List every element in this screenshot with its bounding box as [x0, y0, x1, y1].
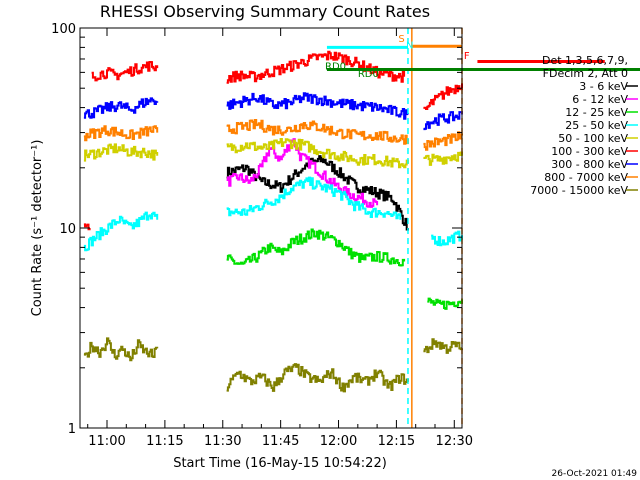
series-line-50-100-kev-2 — [423, 151, 463, 166]
legend-entry-label: 12 - 25 keV — [565, 106, 628, 119]
legend-entry-label: 50 - 100 keV — [558, 132, 628, 145]
legend-entry-label: 25 - 50 keV — [565, 119, 628, 132]
series-line-12-25-kev-1 — [427, 297, 463, 310]
series-line-6-12-kev-0 — [226, 138, 379, 208]
series-line-300-800-kev-2 — [423, 111, 463, 131]
series-line-100-300-kev-2 — [226, 50, 406, 84]
legend: Det 1,3,5,6,7,9,FDecim 2, Att 03 - 6 keV… — [530, 54, 638, 197]
series-line-100-300-kev-1 — [91, 61, 159, 82]
x-tick-label: 12:30 — [436, 434, 473, 449]
x-tick-label: 12:15 — [378, 434, 415, 449]
legend-entry-label: 800 - 7000 keV — [544, 171, 628, 184]
x-axis-label: Start Time (16-May-15 10:54:22) — [173, 456, 387, 471]
s-flag-label: S — [398, 34, 404, 45]
timestamp: 26-Oct-2021 01:49 — [552, 469, 638, 479]
plot-area: RD0 RD0 SN F — [83, 28, 640, 428]
series-line-300-800-kev-1 — [226, 92, 409, 120]
series-line-50-100-kev-1 — [226, 138, 409, 169]
y-tick-label: 1 — [68, 422, 76, 437]
series-line-7000-15000-kev-1 — [226, 363, 409, 393]
series-line-50-100-kev-0 — [83, 143, 159, 162]
series-line-25-50-kev-1 — [226, 176, 402, 220]
y-tick-label: 10 — [59, 222, 76, 237]
rd0-label-left: RD0 — [325, 62, 346, 73]
series-line-800-7000-kev-2 — [423, 131, 463, 151]
x-tick-label: 11:15 — [146, 434, 183, 449]
f-flag-label: F — [464, 51, 470, 62]
legend-entry-label: 3 - 6 keV — [579, 80, 628, 93]
series-line-25-50-kev-0 — [83, 211, 159, 252]
series-line-12-25-kev-0 — [226, 228, 406, 267]
rd0-label-inner: RD0 — [358, 69, 379, 80]
series-line-100-300-kev-0 — [83, 223, 91, 231]
series-line-7000-15000-kev-0 — [83, 337, 159, 362]
axes: 11:00 11:15 11:30 11:45 12:00 12:15 12:30 1 10 10… — [51, 22, 473, 449]
series-line-25-50-kev-2 — [431, 230, 463, 247]
legend-entry-label: 6 - 12 keV — [572, 93, 628, 106]
series-line-7000-15000-kev-2 — [423, 338, 463, 354]
x-tick-label: 11:30 — [204, 434, 241, 449]
x-tick-label: 11:45 — [262, 434, 299, 449]
series-line-300-800-kev-0 — [83, 97, 159, 119]
legend-header-line: Det 1,3,5,6,7,9, — [542, 54, 628, 67]
y-axis-label: Count Rate (s⁻¹ detector⁻¹) — [30, 140, 45, 317]
series-line-100-300-kev-3 — [423, 83, 463, 110]
legend-entry-label: 100 - 300 keV — [551, 145, 628, 158]
legend-header-line: FDecim 2, Att 0 — [543, 67, 628, 80]
n-flag-label: N — [406, 40, 413, 51]
chart-title: RHESSI Observing Summary Count Rates — [100, 2, 430, 21]
x-tick-label: 11:00 — [88, 434, 125, 449]
series-line-800-7000-kev-0 — [83, 125, 159, 142]
series-line-3-6-kev-0 — [226, 155, 409, 231]
legend-entry-label: 7000 - 15000 keV — [530, 184, 628, 197]
y-tick-label: 100 — [51, 22, 76, 37]
plot-frame — [79, 27, 463, 429]
x-tick-label: 12:00 — [320, 434, 357, 449]
series-line-800-7000-kev-1 — [226, 119, 409, 145]
legend-entry-label: 300 - 800 keV — [551, 158, 628, 171]
